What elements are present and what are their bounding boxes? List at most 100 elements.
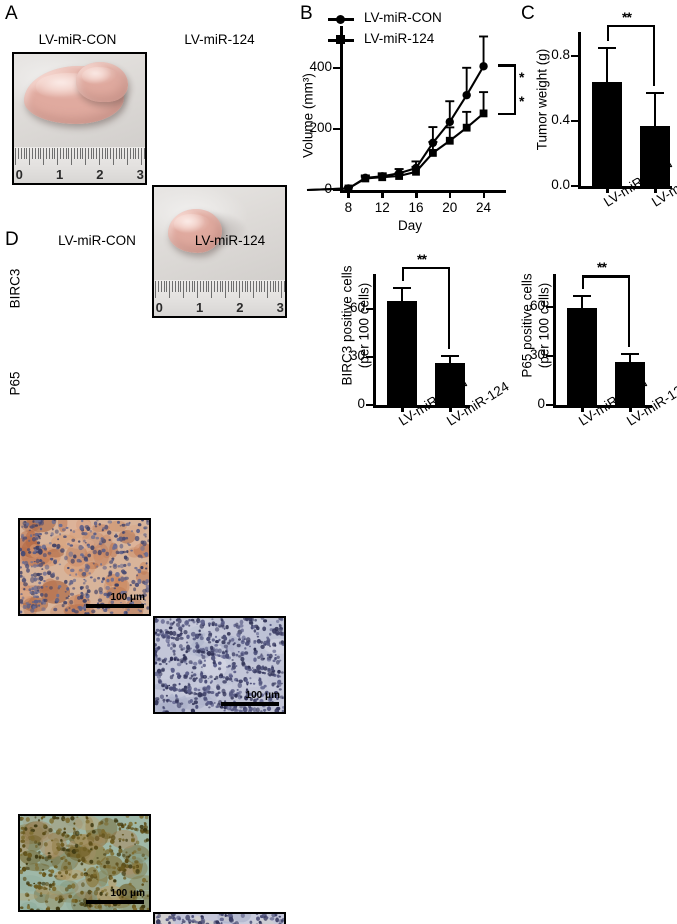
bracket-right xyxy=(653,25,655,86)
ruler-tick xyxy=(49,148,50,158)
plotD1-y-tick-label: 60 xyxy=(317,300,365,315)
ruler-number: 1 xyxy=(196,300,203,315)
ruler-tick xyxy=(247,281,248,291)
bracket-horizontal xyxy=(582,275,630,277)
plotC-bar-1 xyxy=(640,126,670,186)
plotD2-y-tick xyxy=(546,306,554,308)
ruler-tick xyxy=(40,148,41,158)
plotD2-bar-0 xyxy=(567,308,597,405)
plotD1-bar-1 xyxy=(435,363,465,405)
ruler-tick xyxy=(164,281,165,291)
ruler-tick xyxy=(102,148,103,158)
plotC-errorbar-0 xyxy=(606,47,608,83)
ruler-tick xyxy=(261,281,262,291)
ruler-tick xyxy=(110,148,111,158)
panel-b-x-axis-title: Day xyxy=(360,218,460,233)
ruler-tick xyxy=(52,148,53,158)
scale-bar xyxy=(86,604,144,608)
plotD2-y-axis xyxy=(553,274,556,407)
ruler-tick xyxy=(68,148,69,158)
ruler-tick xyxy=(203,281,204,291)
ruler-tick xyxy=(138,148,139,158)
ruler-tick xyxy=(217,281,218,291)
ruler-tick xyxy=(144,148,145,158)
panel-b-significance-star-2: * xyxy=(519,94,523,108)
ruler-tick xyxy=(189,281,190,291)
ihc-image-birc3-con: 100 μm xyxy=(18,518,151,616)
plotD2-significance-star: ** xyxy=(597,260,606,274)
ruler-tick xyxy=(259,281,260,291)
ruler-tick xyxy=(166,281,167,291)
ruler-tick xyxy=(236,281,237,291)
ruler-tick xyxy=(220,281,221,291)
ruler-tick xyxy=(206,281,207,291)
bracket-right xyxy=(628,275,630,346)
plotD1-errorcap-0 xyxy=(393,287,411,289)
plotD2-y-tick-label: 60 xyxy=(497,298,545,313)
ruler-number: 2 xyxy=(96,167,103,182)
plotD1-y-tick xyxy=(366,356,374,358)
ruler-tick xyxy=(158,281,159,291)
ruler-tick xyxy=(26,148,27,158)
ruler-tick xyxy=(256,281,257,291)
bracket-left xyxy=(402,267,404,281)
scale-bar-label: 100 μm xyxy=(111,592,145,603)
ruler-tick xyxy=(250,281,251,291)
ihc-image-p65-con: 100 μm xyxy=(18,814,151,912)
ruler-tick xyxy=(63,148,64,158)
ruler-tick xyxy=(245,281,246,291)
ruler-tick xyxy=(178,281,179,291)
scale-bar-label: 100 μm xyxy=(111,888,145,899)
plotC-y-tick-label: 0.4 xyxy=(522,112,570,127)
plotD2-y-tick-label: 0 xyxy=(497,396,545,411)
scale-bar-label: 100 μm xyxy=(246,690,280,701)
bracket-horizontal xyxy=(402,267,450,269)
ruler-number: 1 xyxy=(56,167,63,182)
bracket-right xyxy=(448,267,450,350)
ruler-tick xyxy=(270,281,271,291)
ruler-tick xyxy=(222,281,223,291)
plotC-errorcap-1 xyxy=(646,92,664,94)
ruler-tick xyxy=(66,148,67,158)
ruler-tick xyxy=(38,148,39,158)
ruler-tick xyxy=(284,281,285,291)
ruler-tick xyxy=(96,148,97,158)
panel-d-col-header-con: LV-miR-CON xyxy=(32,233,162,248)
plotD1-errorbar-0 xyxy=(401,287,403,301)
plotC-y-tick xyxy=(571,55,579,57)
plotD2-y-tick xyxy=(546,355,554,357)
ruler-tick xyxy=(192,281,193,291)
panel-a-group-label-con: LV-miR-CON xyxy=(10,32,145,47)
plotC-significance-star: ** xyxy=(622,10,631,24)
plotD1-errorcap-1 xyxy=(441,355,459,357)
tumor-specimen-con-lobe xyxy=(76,62,128,102)
ruler-tick xyxy=(32,148,33,158)
ruler-tick xyxy=(275,281,276,291)
plotD1-y-tick xyxy=(366,308,374,310)
plotD1-y-axis xyxy=(373,274,376,407)
ruler-tick xyxy=(60,148,61,158)
plotD1-significance-star: ** xyxy=(417,252,426,266)
ruler-tick xyxy=(200,281,201,291)
plotD1-y-tick-label: 0 xyxy=(317,396,365,411)
ruler-tick xyxy=(273,281,274,291)
plotC-errorcap-0 xyxy=(598,47,616,49)
ruler-tick xyxy=(119,148,120,158)
ruler-tick xyxy=(105,148,106,158)
panel-d-row-header-birc3: BIRC3 xyxy=(8,259,23,319)
ruler-tick xyxy=(91,148,92,158)
ruler-tick xyxy=(74,148,75,158)
ruler-tick xyxy=(130,148,131,158)
ruler-tick xyxy=(228,281,229,291)
ruler-tick xyxy=(77,148,78,158)
ruler-tick xyxy=(214,281,215,291)
